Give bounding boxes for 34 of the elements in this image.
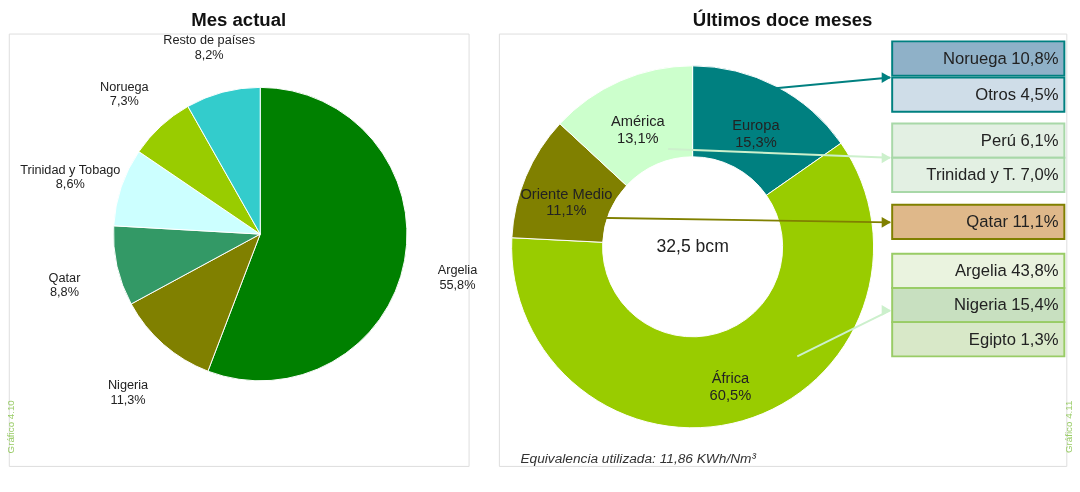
- data-label: 11,1%: [546, 202, 587, 219]
- slice-label: Qatar: [48, 269, 82, 285]
- text: Equivalencia utilizada: 11,86 KWh/Nm³: [520, 451, 757, 467]
- slice-label: África: [711, 370, 750, 387]
- text: Perú 6,1%: [980, 131, 1059, 151]
- text: 32,5 bcm: [656, 235, 729, 256]
- slice-label: América: [610, 113, 666, 130]
- data-label: 8,6%: [55, 176, 85, 192]
- slice-label: Noruega: [99, 78, 150, 94]
- text: Nigeria 15,4%: [954, 295, 1059, 315]
- data-label: 60,5%: [709, 386, 752, 403]
- data-label: 7,3%: [109, 93, 139, 109]
- data-label: 11,3%: [110, 391, 146, 407]
- slice-label: Nigeria: [107, 376, 150, 392]
- text: Egipto 1,3%: [968, 329, 1059, 349]
- chart-title: Mes actual: [191, 8, 287, 30]
- data-label: 13,1%: [617, 129, 659, 146]
- slice-label: Trinidad y Tobago: [20, 161, 121, 177]
- slice-label: Europa: [732, 117, 781, 134]
- slice-label: Argelia: [437, 262, 479, 278]
- text: Trinidad y T. 7,0%: [926, 165, 1059, 185]
- text: Gráfico 4.10: [4, 399, 16, 454]
- data-label: 55,8%: [439, 277, 476, 293]
- slice-label: Oriente Medio: [520, 185, 613, 202]
- data-label: 8,8%: [50, 284, 79, 300]
- text: Otros 4,5%: [975, 85, 1059, 105]
- data-label: 15,3%: [735, 133, 777, 150]
- text: Argelia 43,8%: [954, 261, 1059, 281]
- data-label: 8,2%: [194, 46, 224, 62]
- text: Gráfico 4.11: [1063, 400, 1075, 454]
- slice-label: Resto de países: [163, 32, 256, 48]
- text: Noruega 10,8%: [942, 48, 1059, 68]
- text: Qatar 11,1%: [966, 212, 1059, 232]
- chart-title: Últimos doce meses: [692, 8, 873, 30]
